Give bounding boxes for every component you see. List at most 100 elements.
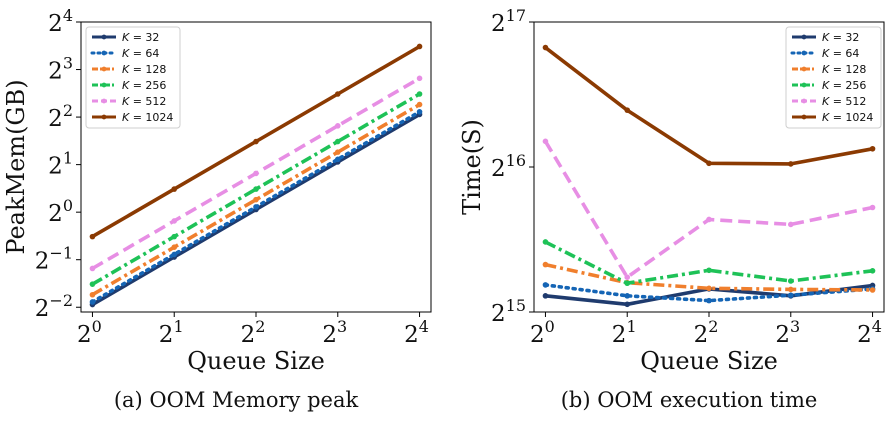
data-point: [416, 109, 423, 115]
x-tick-label: 22: [694, 317, 719, 348]
y-tick-label: 2−1: [35, 244, 73, 275]
y-tick-label: 21: [48, 149, 73, 180]
data-point: [706, 267, 712, 274]
figure-caption: (a) OOM Memory peak: [114, 388, 359, 412]
legend-marker: [101, 50, 107, 56]
series-line-k256: [91, 92, 421, 286]
x-tick-label: 22: [241, 317, 266, 348]
data-point: [542, 239, 549, 245]
y-tick-label: 217: [491, 6, 526, 37]
data-point: [787, 221, 794, 228]
data-point: [624, 301, 631, 308]
data-point: [334, 149, 341, 155]
legend-label: K = 32: [122, 31, 159, 44]
legend-label: K = 256: [122, 79, 166, 92]
data-point: [787, 286, 794, 293]
x-tick-label: 21: [159, 317, 184, 348]
x-tick-label: 23: [322, 317, 347, 348]
data-point: [542, 138, 549, 145]
y-tick-label: 216: [491, 151, 526, 182]
series-line-k256: [544, 240, 873, 286]
legend-marker: [801, 34, 807, 40]
data-point: [416, 43, 423, 50]
data-point: [416, 101, 423, 108]
data-point: [787, 278, 794, 284]
data-point: [706, 216, 712, 223]
data-point: [624, 280, 631, 287]
data-point: [171, 251, 178, 258]
legend: K = 32 K = 64 K = 128 K = 256 K = 512 K = 102…: [785, 26, 882, 129]
data-point: [416, 75, 423, 82]
legend-marker: [101, 34, 107, 40]
data-point: [89, 291, 96, 298]
legend-marker: [101, 82, 107, 88]
x-tick-label: 24: [404, 317, 429, 348]
y-axis-label: Time(S): [458, 119, 486, 215]
data-point: [542, 293, 549, 299]
legend-label: K = 64: [122, 47, 159, 60]
data-point: [89, 233, 96, 240]
data-point: [89, 265, 96, 272]
data-point: [706, 297, 712, 304]
series-line-k128: [545, 262, 873, 292]
legend-label: K = 256: [822, 79, 866, 92]
chart-panel-memory: 20 21 22 23 24 2−2 2−1 20 21 22 23 24 Queue Size Peak…: [2, 6, 432, 412]
data-point: [253, 186, 259, 192]
y-tick-label: 23: [48, 54, 73, 85]
legend-label: K = 64: [822, 47, 859, 60]
legend-label: K = 32: [822, 31, 859, 44]
data-point: [171, 244, 178, 250]
data-point: [334, 123, 341, 129]
data-point: [171, 233, 178, 240]
data-point: [706, 285, 712, 292]
legend-label: K = 128: [822, 63, 866, 76]
data-point: [624, 274, 631, 280]
data-point: [869, 268, 876, 274]
data-point: [416, 91, 423, 97]
x-axis-label: Queue Size: [640, 347, 778, 375]
data-point: [253, 204, 259, 210]
legend-label: K = 512: [122, 95, 166, 108]
y-tick-label: 22: [48, 101, 73, 132]
data-point: [542, 261, 549, 268]
data-point: [253, 196, 259, 203]
x-tick-label: 20: [77, 317, 102, 348]
data-point: [171, 218, 178, 224]
y-tick-label: 2−2: [35, 291, 73, 322]
figure-caption: (b) OOM execution time: [561, 388, 818, 412]
legend-marker: [101, 98, 107, 104]
x-tick-label: 21: [612, 317, 637, 348]
data-point: [787, 161, 794, 167]
data-point: [253, 138, 259, 145]
data-point: [171, 186, 178, 192]
legend-label: K = 1024: [122, 111, 173, 124]
data-point: [787, 292, 794, 299]
x-tick-label: 23: [775, 317, 800, 348]
x-tick-label: 24: [857, 317, 882, 348]
data-point: [334, 138, 341, 145]
data-point: [624, 107, 631, 113]
legend-label: K = 512: [822, 95, 866, 108]
data-point: [706, 160, 712, 167]
series-line-k128: [91, 103, 421, 297]
y-tick-label: 20: [48, 196, 73, 227]
legend-marker: [101, 66, 107, 72]
data-point: [89, 281, 96, 287]
data-point: [89, 299, 96, 305]
data-point: [542, 282, 549, 288]
legend: K = 32 K = 64 K = 128 K = 256 K = 512 K = 102…: [85, 26, 181, 129]
data-point: [869, 204, 876, 211]
legend-marker: [801, 98, 807, 104]
x-axis-label: Queue Size: [187, 347, 325, 375]
legend-marker: [101, 114, 107, 120]
legend-marker: [801, 82, 807, 88]
y-axis-label: PeakMem(GB): [2, 79, 30, 254]
legend-marker: [801, 66, 807, 72]
data-point: [542, 44, 549, 51]
data-point: [869, 287, 876, 293]
y-tick-label: 24: [48, 6, 73, 37]
chart-panel-time: 20 21 22 23 24 215 216 217 Queue Size Time(S) (b) …: [458, 6, 885, 412]
data-point: [253, 170, 259, 177]
legend-marker: [801, 114, 807, 120]
